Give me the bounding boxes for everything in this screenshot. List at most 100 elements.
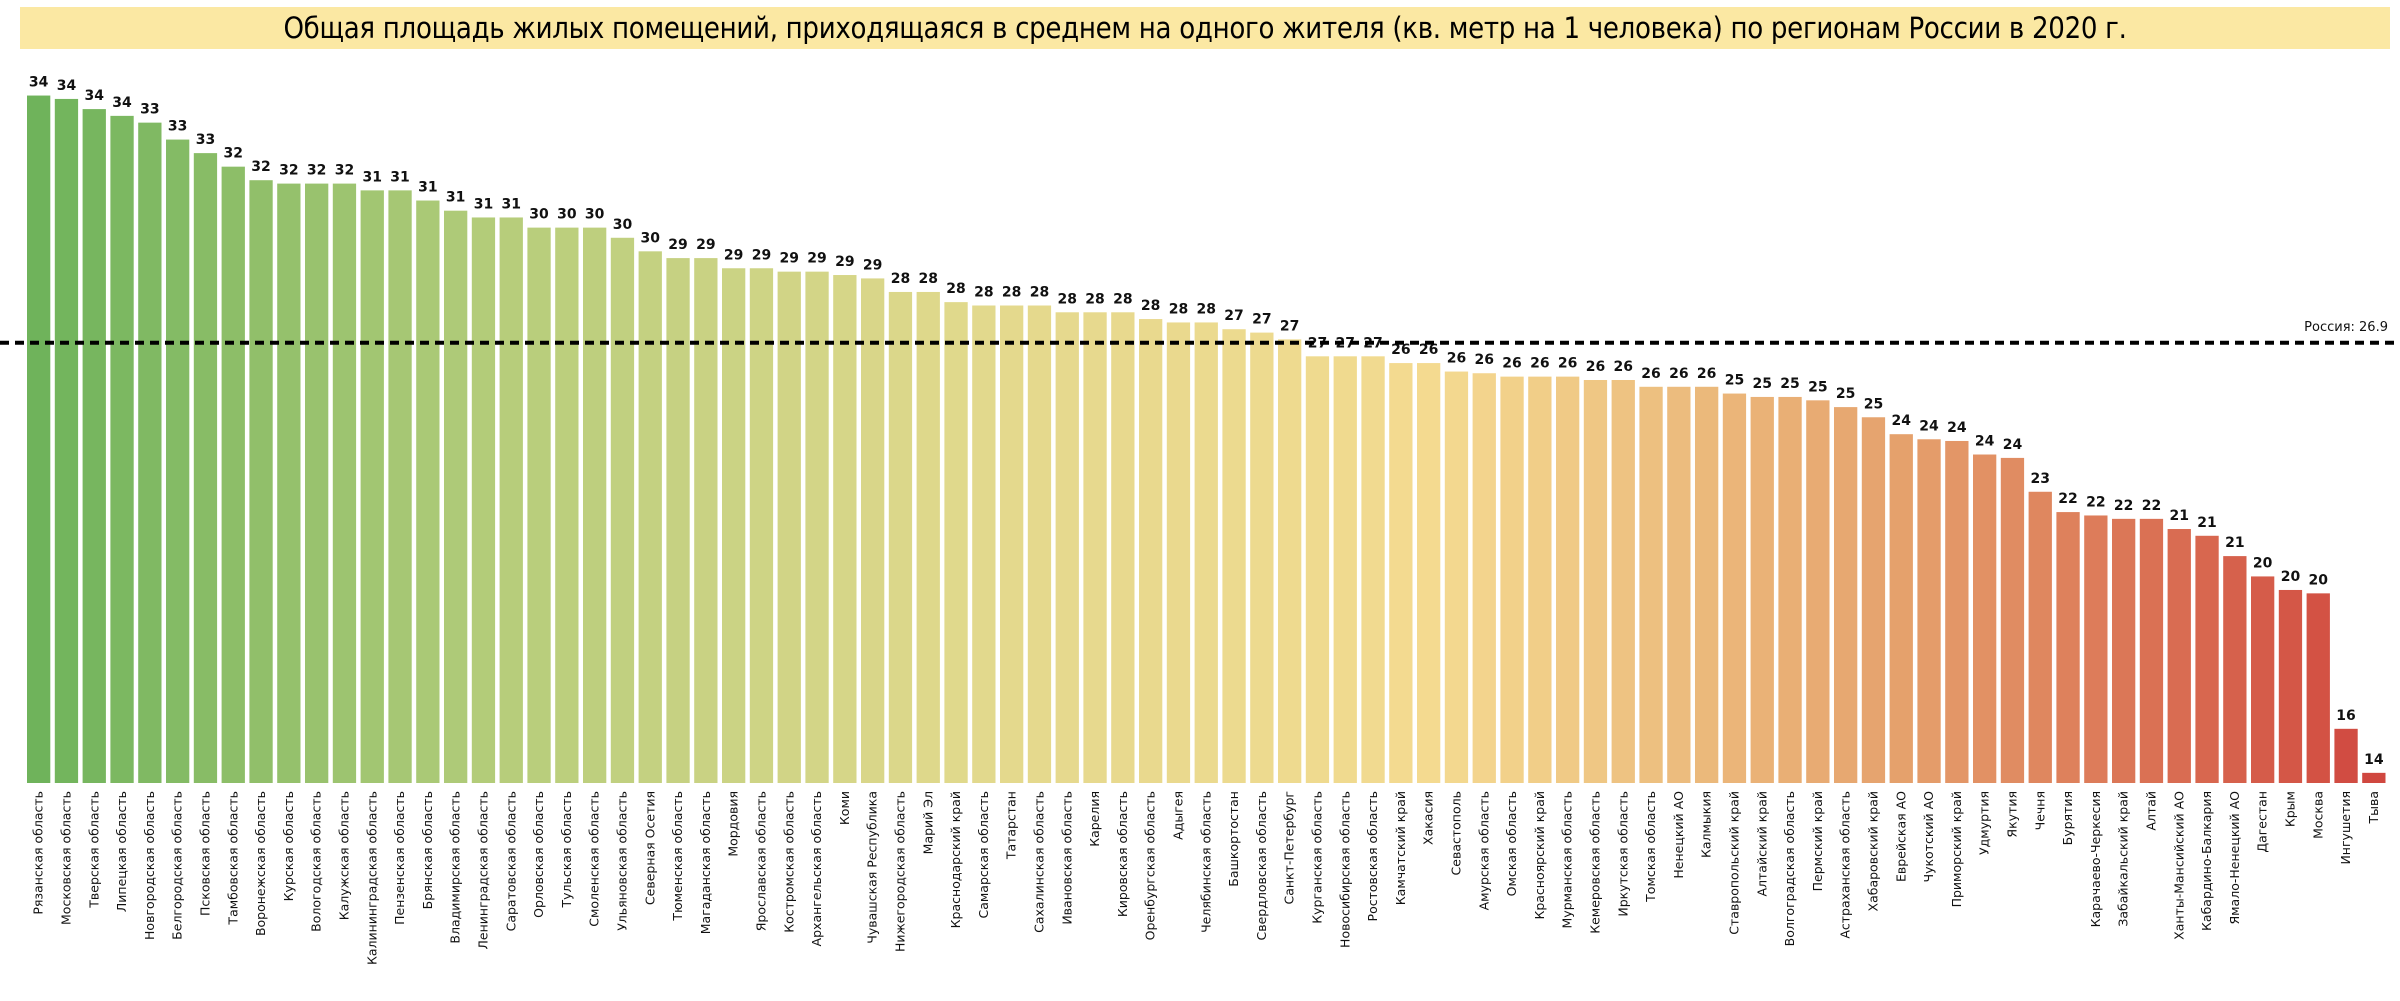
category-label: Кабардино-Балкария <box>2199 791 2214 931</box>
bar <box>583 227 607 784</box>
category-label: Татарстан <box>1004 791 1019 860</box>
bar <box>1695 386 1719 783</box>
bar <box>2084 515 2108 783</box>
category-label: Сахалинская область <box>1031 791 1046 933</box>
category-label: Камчатский край <box>1393 791 1408 905</box>
value-label: 24 <box>2003 437 2023 453</box>
category-label: Ингушетия <box>2338 791 2353 865</box>
bar <box>777 271 801 783</box>
category-label: Саратовская область <box>503 791 518 931</box>
category-label: Севастополь <box>1448 791 1463 875</box>
category-label: Курская область <box>281 791 296 901</box>
category-label: Брянская область <box>420 791 435 909</box>
category-label: Красноярский край <box>1532 791 1547 920</box>
category-label: Хабаровский край <box>1865 791 1880 911</box>
category-label: Новосибирская область <box>1337 791 1352 948</box>
category-label: Марий Эл <box>920 791 935 854</box>
bar <box>1361 356 1385 783</box>
bar <box>1083 312 1107 783</box>
category-label: Рязанская область <box>31 791 46 915</box>
bar <box>1194 322 1218 783</box>
bar <box>888 291 913 783</box>
bar <box>1111 312 1135 783</box>
value-label: 34 <box>29 75 49 91</box>
value-label: 26 <box>1558 356 1577 372</box>
bar <box>694 258 718 783</box>
value-label: 24 <box>1947 420 1967 436</box>
category-label: Воронежская область <box>253 791 268 936</box>
value-label: 31 <box>418 180 437 196</box>
bar <box>1027 305 1052 783</box>
bar <box>972 305 996 783</box>
value-label: 30 <box>557 207 577 223</box>
bar <box>388 190 412 783</box>
category-label: Забайкальский край <box>2116 791 2131 927</box>
bar <box>82 109 106 783</box>
category-label: Коми <box>837 791 852 825</box>
category-label: Ханты-Мансийский АО <box>2171 791 2186 940</box>
bar <box>833 275 857 783</box>
value-label: 32 <box>224 146 243 162</box>
value-label: 31 <box>502 196 521 212</box>
bar <box>2278 589 2303 783</box>
category-label: Челябинская область <box>1198 791 1213 933</box>
category-label: Тульская область <box>559 791 574 909</box>
value-label: 28 <box>974 285 993 301</box>
bar <box>1861 417 1886 783</box>
value-label: 24 <box>1892 413 1912 429</box>
bar <box>1834 407 1858 783</box>
category-label: Белгородская область <box>170 791 185 940</box>
value-label: 26 <box>1502 356 1521 372</box>
value-label: 31 <box>390 169 409 185</box>
bar <box>527 227 551 784</box>
value-label: 20 <box>2281 569 2301 585</box>
category-label: Волгоградская область <box>1782 791 1797 946</box>
bar <box>1055 312 1079 783</box>
category-label: Ярославская область <box>753 791 768 931</box>
bar <box>666 258 690 783</box>
bar <box>2251 576 2275 783</box>
value-label: 26 <box>1530 356 1549 372</box>
bar <box>1417 363 1441 783</box>
value-label: 33 <box>140 102 159 118</box>
value-label: 32 <box>335 163 354 179</box>
bar <box>1305 356 1330 783</box>
value-label: 32 <box>307 163 326 179</box>
category-label: Башкортостан <box>1226 791 1241 887</box>
value-label: 25 <box>1864 396 1883 412</box>
bar <box>749 268 774 783</box>
value-label: 29 <box>724 247 743 263</box>
value-label: 21 <box>2197 515 2216 531</box>
category-label: Мордовия <box>726 791 741 857</box>
chart-title: Общая площадь жилых помещений, приходяща… <box>283 11 2127 45</box>
category-label: Ненецкий АО <box>1671 791 1686 879</box>
bar <box>1333 356 1357 783</box>
bar <box>499 217 523 784</box>
bar <box>1528 376 1552 783</box>
category-label: Нижегородская область <box>892 791 907 952</box>
category-label: Томская область <box>1643 791 1658 903</box>
value-label: 29 <box>863 257 882 273</box>
bar <box>1500 376 1524 783</box>
category-label: Ростовская область <box>1365 791 1380 921</box>
value-label: 28 <box>1113 291 1132 307</box>
category-label: Хакасия <box>1421 791 1436 845</box>
category-label: Владимирская область <box>448 791 463 944</box>
category-label: Тамбовская область <box>225 791 240 926</box>
value-label: 32 <box>279 163 298 179</box>
value-label: 22 <box>2142 498 2161 514</box>
category-label: Пензенская область <box>392 791 407 925</box>
value-label: 31 <box>446 190 465 206</box>
bar <box>27 95 51 783</box>
value-label: 28 <box>1169 301 1188 317</box>
value-label: 29 <box>807 251 826 267</box>
category-label: Чукотский АО <box>1921 791 1936 883</box>
value-label: 30 <box>613 217 633 233</box>
value-label: 22 <box>2086 494 2105 510</box>
value-label: 27 <box>1224 308 1243 324</box>
value-label: 33 <box>196 132 215 148</box>
category-label: Адыгея <box>1170 791 1185 840</box>
russia-average-label: Россия: 26.9 <box>2304 320 2388 335</box>
value-label: 26 <box>1614 359 1633 375</box>
bar <box>610 237 635 783</box>
